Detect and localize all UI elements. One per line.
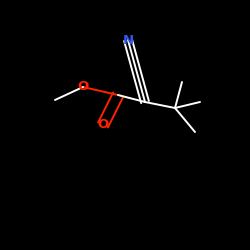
Text: O: O: [98, 118, 108, 132]
Text: O: O: [78, 80, 88, 94]
Text: N: N: [122, 34, 134, 46]
